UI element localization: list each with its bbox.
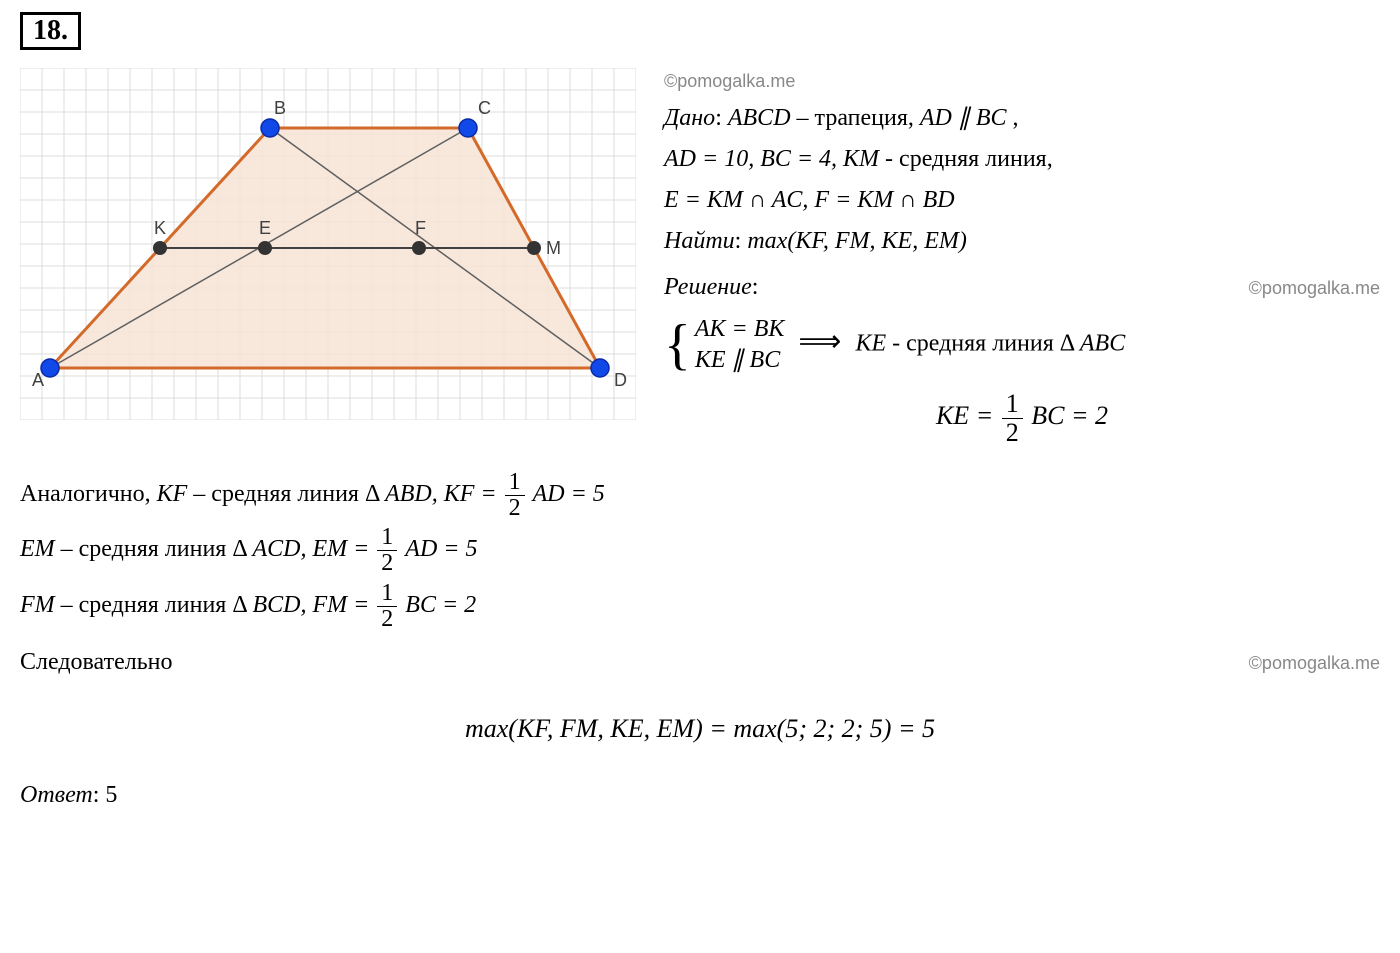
em-line: EM – средняя линия Δ ACD, EM = 12 AD = 5 xyxy=(20,525,1380,576)
problem-number: 18. xyxy=(20,12,81,50)
top-section: A B C D K M E F ©pomogalka.me Дано: ABCD – трап… xyxy=(20,68,1380,466)
svg-text:K: K xyxy=(154,218,166,238)
svg-text:E: E xyxy=(259,218,271,238)
watermark: ©pomogalka.me xyxy=(1249,646,1380,680)
given-line-2: AD = 10, BC = 4, KM - средняя линия, xyxy=(664,141,1380,178)
solution-label-line: Решение: xyxy=(664,269,758,306)
diagram-container: A B C D K M E F xyxy=(20,68,636,420)
watermark: ©pomogalka.me xyxy=(664,68,1380,96)
svg-text:F: F xyxy=(415,218,426,238)
final-equation: max(KF, FM, KE, EM) = max(5; 2; 2; 5) = … xyxy=(20,704,1380,753)
answer-line: Ответ: 5 xyxy=(20,773,1380,819)
svg-text:A: A xyxy=(32,370,44,390)
find-line: Найти: max(KF, FM, KE, EM) xyxy=(664,223,1380,260)
svg-text:C: C xyxy=(478,98,491,118)
given-line-1: Дано: ABCD – трапеция, AD ∥ BC , xyxy=(664,100,1380,137)
given-label: Дано xyxy=(664,105,715,131)
find-label: Найти xyxy=(664,228,735,254)
solution-body: Аналогично, KF – средняя линия Δ ABD, KF… xyxy=(20,470,1380,819)
given-line-3: E = KM ∩ AC, F = KM ∩ BD xyxy=(664,182,1380,219)
therefore-line: Следовательно xyxy=(20,640,172,686)
svg-text:M: M xyxy=(546,238,561,258)
svg-text:B: B xyxy=(274,98,286,118)
problem-text: ©pomogalka.me Дано: ABCD – трапеция, AD … xyxy=(664,68,1380,466)
solution-label: Решение xyxy=(664,274,752,300)
ke-equation: KE = 12 BC = 2 xyxy=(664,390,1380,446)
svg-text:D: D xyxy=(614,370,627,390)
kf-line: Аналогично, KF – средняя линия Δ ABD, KF… xyxy=(20,470,1380,521)
trapezoid-diagram: A B C D K M E F xyxy=(20,68,636,420)
fm-line: FM – средняя линия Δ BCD, FM = 12 BC = 2 xyxy=(20,581,1380,632)
implies-arrow-icon: ⟹ xyxy=(798,325,841,358)
watermark: ©pomogalka.me xyxy=(1249,275,1380,303)
brace-implication: { AK = BK KE ∥ BC ⟹ KE - средняя линия Δ… xyxy=(664,314,1380,376)
answer-label: Ответ xyxy=(20,782,93,808)
left-brace-icon: { xyxy=(664,323,691,368)
